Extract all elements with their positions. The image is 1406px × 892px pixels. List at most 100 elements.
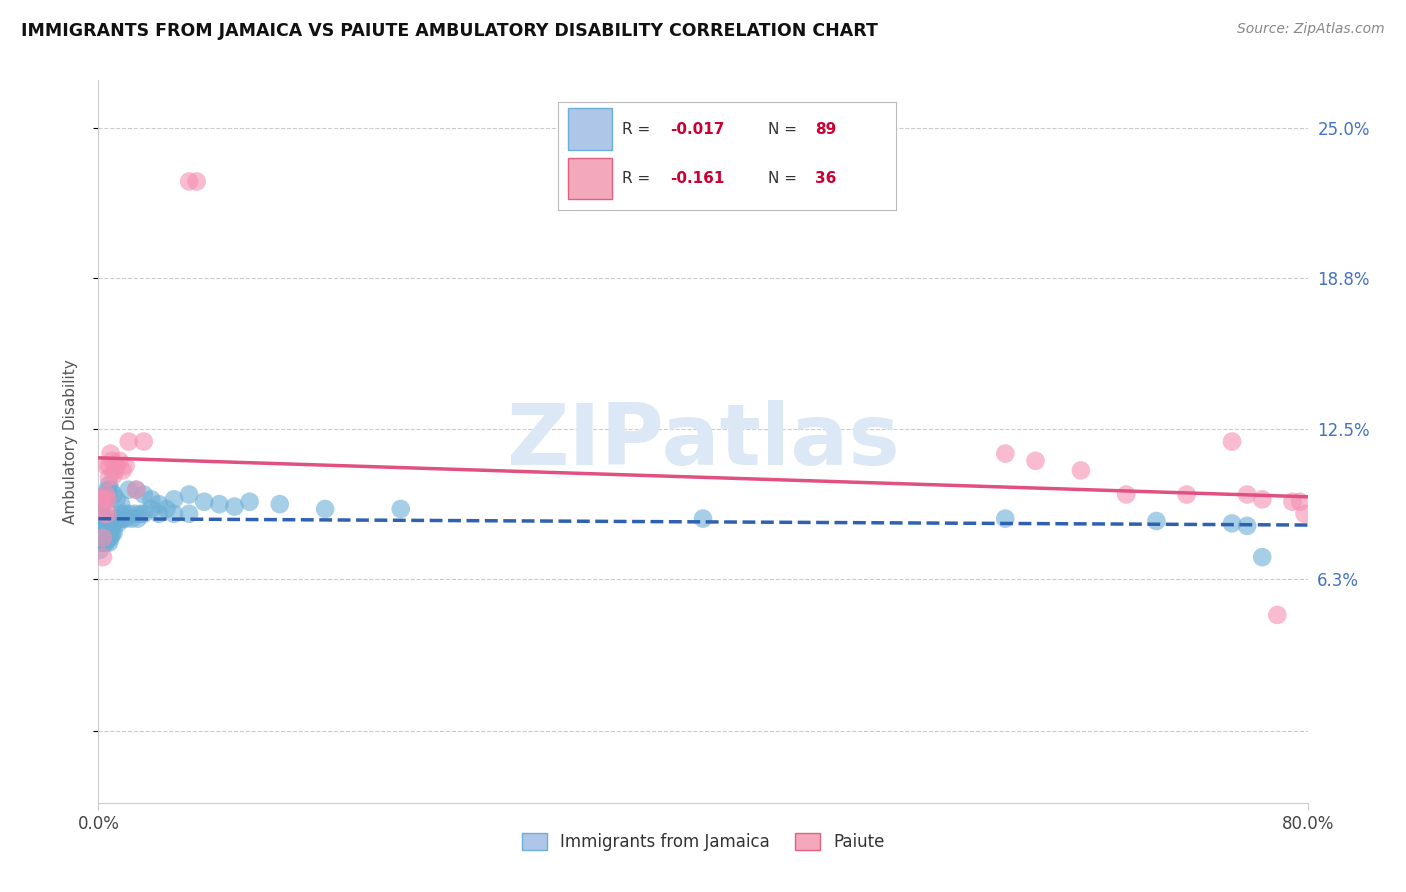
Point [179,174,201,188]
Point [96,483,118,497]
Point [104,516,127,531]
Point [1144,514,1167,528]
Point [111,463,134,477]
Point [125,483,148,497]
Point [118,507,141,521]
Point [91,531,114,545]
Point [100,526,122,541]
Point [90,492,112,507]
Point [101,454,124,468]
Point [96,492,118,507]
Point [179,487,201,501]
Point [94,535,117,549]
Point [1251,492,1274,507]
Point [90,518,112,533]
Point [110,507,132,521]
Point [90,507,112,521]
Point [107,516,129,531]
Point [93,521,115,535]
Point [132,434,155,449]
Point [269,497,291,511]
Point [93,492,115,507]
Point [96,531,118,545]
Point [98,535,121,549]
Point [90,511,112,525]
Point [104,463,127,477]
Point [148,507,170,521]
Point [90,531,112,545]
Point [98,531,121,545]
Point [98,458,121,473]
Point [1251,550,1274,565]
Point [1294,507,1316,521]
Point [112,507,135,521]
Point [224,500,246,514]
Point [91,535,114,549]
Point [1267,607,1289,622]
Point [91,531,114,545]
Point [118,434,141,449]
Point [101,526,124,541]
Point [100,516,122,531]
Point [239,494,262,508]
Point [1220,516,1243,531]
Point [1115,487,1137,501]
Point [125,483,148,497]
Point [100,531,122,545]
Point [105,511,128,525]
Text: Source: ZipAtlas.com: Source: ZipAtlas.com [1237,22,1385,37]
Point [101,516,124,531]
Point [1070,463,1092,477]
Point [91,507,114,521]
Point [118,483,141,497]
Point [163,492,186,507]
Point [94,514,117,528]
Point [98,516,121,531]
Point [103,526,125,541]
Point [1175,487,1198,501]
Point [124,507,146,521]
Point [994,511,1017,525]
Point [692,511,714,525]
Point [89,542,111,557]
Point [389,502,412,516]
Point [163,507,186,521]
Point [89,526,111,541]
Text: IMMIGRANTS FROM JAMAICA VS PAIUTE AMBULATORY DISABILITY CORRELATION CHART: IMMIGRANTS FROM JAMAICA VS PAIUTE AMBULA… [21,22,877,40]
Point [100,483,122,497]
Point [93,526,115,541]
Point [91,514,114,528]
Point [127,511,149,525]
Point [132,487,155,501]
Point [1281,494,1303,508]
Point [100,446,122,460]
Point [110,497,132,511]
Point [103,516,125,531]
Point [94,487,117,501]
Point [90,524,112,538]
Point [93,535,115,549]
Point [186,174,208,188]
Point [105,458,128,473]
Point [94,487,117,501]
Point [114,458,136,473]
Point [91,524,114,538]
Point [96,526,118,541]
Point [91,550,114,565]
Point [108,454,131,468]
Point [96,516,118,531]
Point [93,516,115,531]
Point [141,492,163,507]
Point [193,494,215,508]
Point [103,487,125,501]
Point [1024,454,1046,468]
Point [111,511,134,525]
Point [91,518,114,533]
Point [132,507,155,521]
Point [314,502,336,516]
Point [94,458,117,473]
Point [105,492,128,507]
Point [91,526,114,541]
Point [121,511,143,525]
Text: ZIPatlas: ZIPatlas [506,400,900,483]
